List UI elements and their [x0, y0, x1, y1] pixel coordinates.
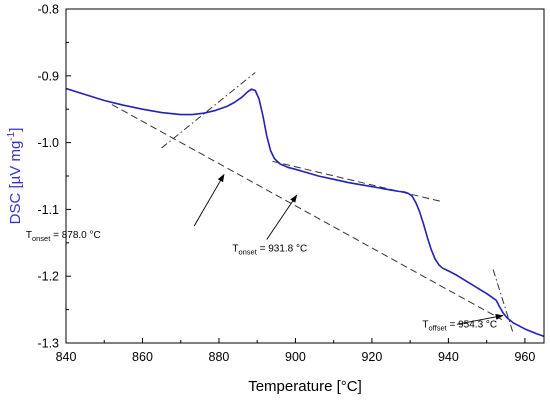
x-tick-label: 880	[209, 350, 230, 364]
annotation-label: Tonset = 931.8 °C	[232, 243, 307, 256]
x-axis: 840 860 880 900 920 940 960	[56, 338, 535, 364]
annotation-symbol: T	[422, 320, 428, 331]
x-tick-label: 920	[361, 350, 382, 364]
y-axis-title-main: DSC [µV mg	[7, 141, 24, 225]
y-axis: -0.8 -0.9 -1.0 -1.1 -1.2 -1.3	[37, 3, 71, 351]
y-tick-label: -0.9	[37, 69, 59, 83]
plot-frame	[65, 8, 545, 344]
annotation-symbol: T	[232, 243, 238, 254]
y-axis-title-superscript: -1	[6, 131, 17, 140]
x-tick-label: 960	[514, 350, 535, 364]
annotation-arrow	[266, 194, 298, 240]
annotation-subscript: offset	[429, 324, 448, 333]
tangent-line	[492, 269, 514, 332]
annotation-label: Tonset = 878.0 °C	[26, 230, 101, 243]
tangent-line	[111, 104, 503, 321]
y-tick-label: -1.3	[37, 337, 59, 351]
dsc-curve	[66, 87, 544, 338]
x-tick-label: 840	[56, 350, 77, 364]
annotation-symbol: T	[26, 230, 32, 241]
annotation-value: = 954.3 °C	[447, 320, 497, 331]
annotation-arrow	[456, 313, 504, 325]
y-axis-title-tail: ]	[7, 128, 24, 132]
annotation-subscript: onset	[238, 247, 257, 256]
annotation-subscript: onset	[32, 234, 51, 243]
y-tick-label: -1.0	[37, 136, 59, 150]
tangent-line	[272, 160, 441, 202]
x-tick-label: 860	[132, 350, 153, 364]
tangent-line	[161, 72, 256, 149]
series-group	[66, 87, 544, 338]
annotation-arrow	[193, 173, 225, 227]
y-axis-title: DSC [µV mg-1]	[6, 128, 24, 225]
x-axis-title: Temperature [°C]	[248, 378, 362, 395]
x-tick-label: 900	[285, 350, 306, 364]
annotation-label: Toffset = 954.3 °C	[422, 320, 497, 333]
x-tick-label: 940	[438, 350, 459, 364]
annotation-value: = 931.8 °C	[257, 243, 307, 254]
tangent-lines	[111, 72, 514, 332]
y-tick-label: -1.1	[37, 203, 59, 217]
annotation-value: = 878.0 °C	[50, 230, 100, 241]
y-tick-label: -0.8	[37, 3, 59, 17]
y-tick-label: -1.2	[37, 270, 59, 284]
